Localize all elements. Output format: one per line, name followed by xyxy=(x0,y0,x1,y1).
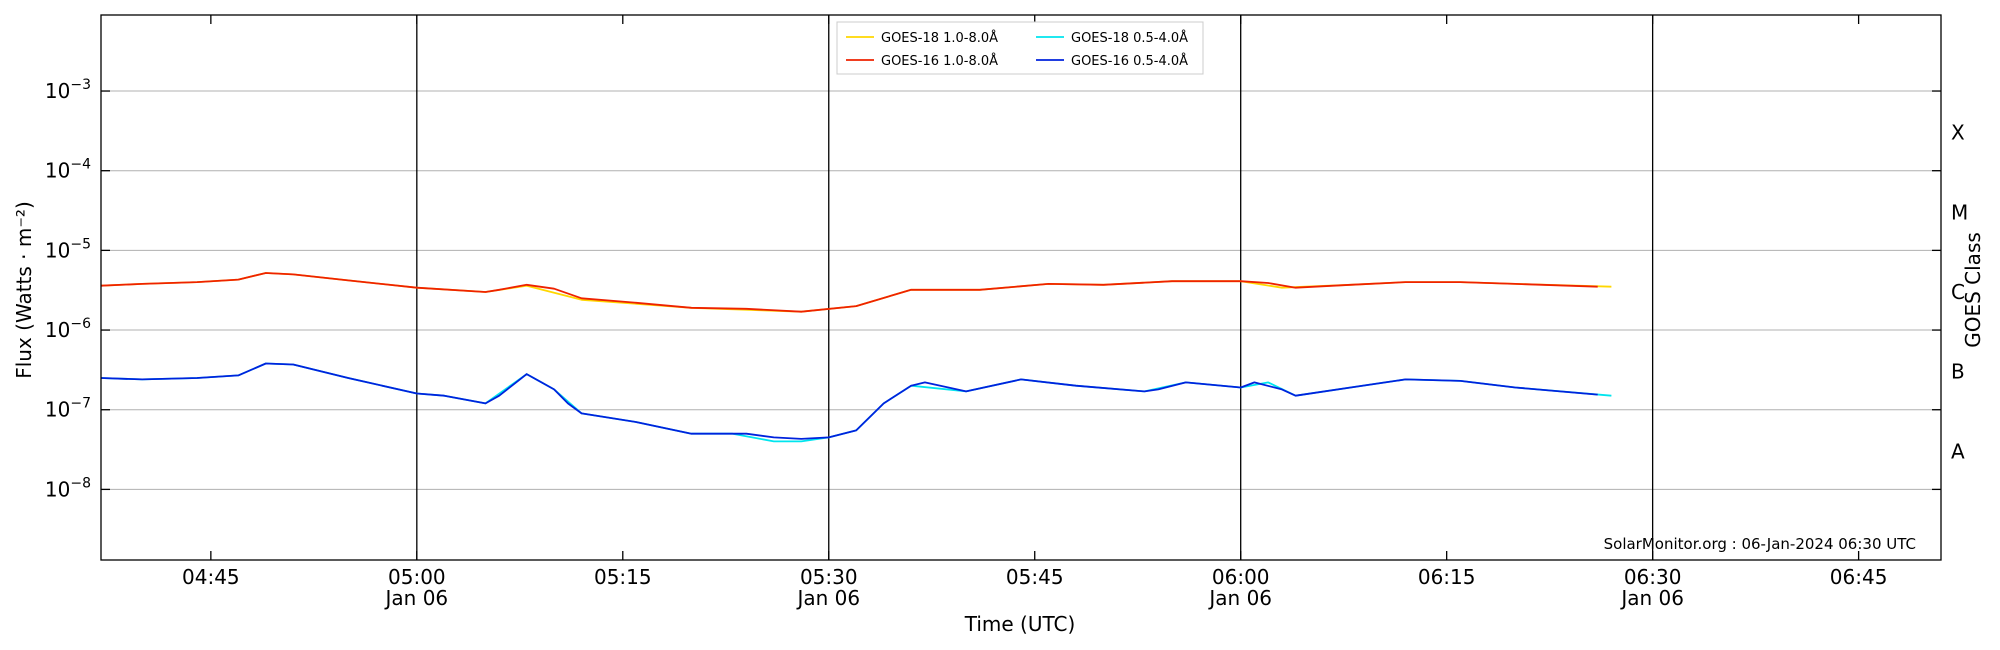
legend-label: GOES-16 0.5-4.0Å xyxy=(1071,53,1188,69)
legend-label: GOES-18 1.0-8.0Å xyxy=(881,30,998,46)
x-tick-label: 06:30 xyxy=(1624,565,1682,589)
series-line xyxy=(100,272,1598,313)
y-axis-title: Flux (Watts · m⁻²) xyxy=(12,201,36,379)
legend-frame xyxy=(836,21,1204,75)
goes-class-label: C xyxy=(1951,280,1965,304)
credit-text: SolarMonitor.org : 06-Jan-2024 06:30 UTC xyxy=(1604,535,1916,553)
x-tick-date-label: Jan 06 xyxy=(795,586,860,610)
x-tick-label: 06:45 xyxy=(1830,565,1888,589)
legend: GOES-18 1.0-8.0Å GOES-18 0.5-4.0Å GOES-16 … xyxy=(836,21,1204,75)
legend-label: GOES-16 1.0-8.0Å xyxy=(881,53,998,69)
x-tick-label: 04:45 xyxy=(182,565,240,589)
x-tick-label: 05:00 xyxy=(388,565,446,589)
x-tick-date-label: Jan 06 xyxy=(1207,586,1272,610)
series-layer xyxy=(100,272,1612,443)
chart-title-group: Time (UTC) Flux (Watts · m⁻²) GOES Class… xyxy=(12,201,1985,636)
x-tick-date-label: Jan 06 xyxy=(1619,586,1684,610)
goes-class-label: M xyxy=(1951,200,1968,224)
grid-layer xyxy=(101,90,1941,490)
x-axis-title: Time (UTC) xyxy=(964,612,1076,636)
goes-class-label: X xyxy=(1951,121,1965,145)
series-line xyxy=(100,362,1598,440)
goes-class-label: A xyxy=(1951,439,1965,463)
x-tick-date-label: Jan 06 xyxy=(384,586,449,610)
x-tick-label: 05:30 xyxy=(800,565,858,589)
y-tick-label: 10−4 xyxy=(45,157,91,183)
vertical-lines-layer xyxy=(416,15,1654,560)
y-tick-label: 10−5 xyxy=(45,236,91,262)
x-tick-label: 05:45 xyxy=(1006,565,1064,589)
y-tick-label: 10−6 xyxy=(45,316,91,342)
goes-class-layer: X M C B A xyxy=(1951,121,1968,464)
right-axis-title: GOES Class xyxy=(1961,232,1985,348)
x-tick-label: 05:15 xyxy=(594,565,652,589)
y-tick-label: 10−7 xyxy=(45,396,91,422)
goes-class-label: B xyxy=(1951,360,1965,384)
x-tick-label: 06:00 xyxy=(1212,565,1270,589)
x-tick-label: 06:15 xyxy=(1418,565,1476,589)
legend-label: GOES-18 0.5-4.0Å xyxy=(1071,30,1188,46)
y-tick-label: 10−3 xyxy=(45,77,91,103)
y-tick-label: 10−8 xyxy=(45,475,91,501)
plot-frame xyxy=(100,14,1942,561)
